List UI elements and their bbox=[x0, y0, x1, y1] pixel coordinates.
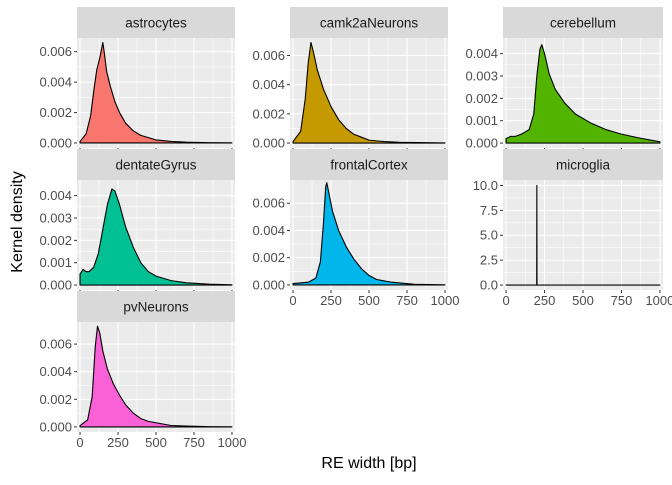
y-tick-label: 0.002 bbox=[39, 233, 72, 248]
y-tick-label: 0.002 bbox=[39, 105, 72, 120]
facet-label: astrocytes bbox=[125, 16, 187, 31]
y-tick-label: 0.003 bbox=[465, 69, 498, 84]
y-tick-label: 10.0 bbox=[473, 178, 498, 193]
y-tick-label: 0.004 bbox=[252, 223, 285, 238]
x-tick-label: 250 bbox=[320, 293, 342, 308]
x-tick-label: 250 bbox=[534, 293, 556, 308]
y-tick-label: 0.002 bbox=[465, 91, 498, 106]
facet-label: dentateGyrus bbox=[115, 158, 196, 173]
y-tick-label: 0.000 bbox=[465, 136, 498, 151]
x-tick-label: 500 bbox=[358, 293, 380, 308]
facet-astrocytes: astrocytes 0.000 0.002 0.004 0.006 bbox=[39, 7, 235, 151]
y-tick-label: 0.002 bbox=[252, 106, 285, 121]
x-tick-label: 0 bbox=[76, 435, 83, 450]
facet-frontal-cortex: frontalCortex 0.000 0.002 0.004 0.006 0 250 500… bbox=[252, 149, 459, 308]
x-tick-label: 0 bbox=[502, 293, 509, 308]
facet-dentate-gyrus: dentateGyrus 0.000 0.001 0.002 0.003 0.004 bbox=[39, 149, 235, 293]
y-tick-label: 0.001 bbox=[39, 255, 72, 270]
facet-strip bbox=[290, 149, 448, 180]
y-tick-label: 0.004 bbox=[39, 364, 72, 379]
density-area bbox=[79, 42, 233, 144]
facet-label: camk2aNeurons bbox=[320, 16, 419, 31]
facet-label: frontalCortex bbox=[330, 158, 408, 173]
facet-microglia: microglia 0.0 2.5 5.0 7.5 10.0 0 250 500 750 1000 bbox=[473, 149, 672, 308]
density-area bbox=[505, 184, 661, 286]
y-tick-label: 2.5 bbox=[480, 253, 498, 268]
facet-strip bbox=[290, 7, 448, 38]
x-tick-label: 1000 bbox=[218, 435, 247, 450]
facet-label: microglia bbox=[556, 158, 611, 173]
x-tick-label: 1000 bbox=[645, 293, 672, 308]
y-tick-label: 0.004 bbox=[252, 77, 285, 92]
facet-label: pvNeurons bbox=[123, 300, 189, 315]
x-tick-label: 1000 bbox=[431, 293, 460, 308]
x-tick-label: 500 bbox=[572, 293, 594, 308]
y-tick-label: 0.003 bbox=[39, 211, 72, 226]
x-tick-label: 750 bbox=[183, 435, 205, 450]
y-tick-label: 0.002 bbox=[39, 392, 72, 407]
facet-strip bbox=[503, 7, 663, 38]
y-tick-label: 0.0 bbox=[480, 278, 498, 293]
y-tick-label: 0.000 bbox=[39, 135, 72, 150]
density-area bbox=[79, 188, 233, 286]
x-tick-label: 750 bbox=[611, 293, 633, 308]
facet-camk2a-neurons: camk2aNeurons 0.000 0.002 0.004 0.006 bbox=[252, 7, 448, 151]
y-tick-label: 5.0 bbox=[480, 228, 498, 243]
y-tick-label: 0.001 bbox=[465, 113, 498, 128]
facet-cerebellum: cerebellum 0.000 0.001 0.002 0.003 0.004 bbox=[465, 7, 663, 151]
y-tick-label: 7.5 bbox=[480, 203, 498, 218]
y-tick-label: 0.000 bbox=[252, 136, 285, 151]
y-tick-label: 0.004 bbox=[39, 188, 72, 203]
y-tick-label: 0.004 bbox=[465, 46, 498, 61]
y-tick-label: 0.000 bbox=[39, 278, 72, 293]
y-tick-label: 0.004 bbox=[39, 75, 72, 90]
facet-label: cerebellum bbox=[550, 16, 616, 31]
x-tick-label: 750 bbox=[396, 293, 418, 308]
y-tick-label: 0.002 bbox=[252, 250, 285, 265]
facet-strip bbox=[503, 149, 663, 180]
y-tick-label: 0.006 bbox=[39, 44, 72, 59]
y-tick-label: 0.006 bbox=[252, 48, 285, 63]
density-area bbox=[505, 44, 661, 144]
density-area bbox=[79, 325, 233, 428]
x-tick-label: 500 bbox=[145, 435, 167, 450]
x-tick-label: 0 bbox=[289, 293, 296, 308]
facet-strip bbox=[77, 7, 235, 38]
x-axis-title: RE width [bp] bbox=[321, 455, 416, 472]
facet-strip bbox=[77, 149, 235, 180]
facet-strip bbox=[77, 291, 235, 322]
x-tick-label: 250 bbox=[107, 435, 129, 450]
y-tick-label: 0.000 bbox=[39, 419, 72, 434]
y-axis-title: Kernel density bbox=[9, 171, 26, 272]
density-area bbox=[292, 182, 446, 286]
facet-pv-neurons: pvNeurons 0.000 0.002 0.004 0.006 0 250 500 750 1… bbox=[39, 291, 246, 450]
y-tick-label: 0.006 bbox=[39, 337, 72, 352]
density-area bbox=[292, 41, 446, 144]
y-tick-label: 0.000 bbox=[252, 277, 285, 292]
y-tick-label: 0.006 bbox=[252, 196, 285, 211]
